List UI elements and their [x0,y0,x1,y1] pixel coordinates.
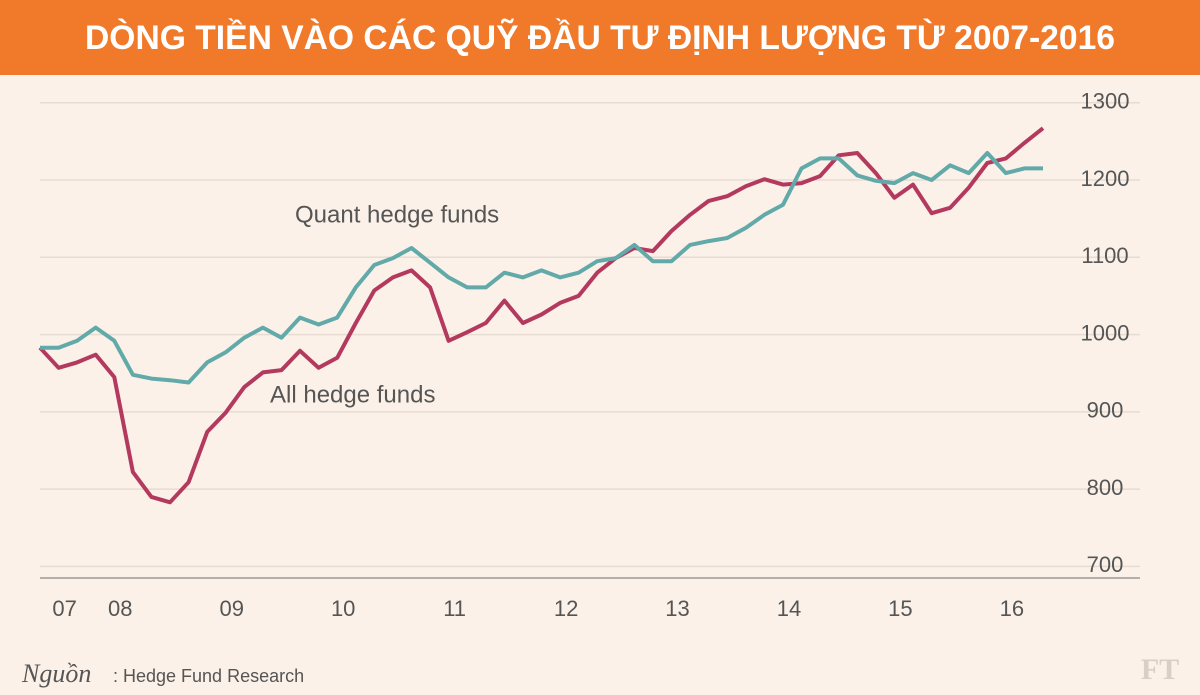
y-tick-label: 700 [1087,552,1124,577]
series-line [38,126,1045,505]
series-label: Quant hedge funds [295,201,499,228]
x-tick-label: 14 [777,596,801,621]
logo: FT [1141,653,1179,686]
x-tick-label: 16 [1000,596,1024,621]
x-tick-label: 09 [219,596,243,621]
title-banner [0,0,1200,75]
x-tick-label: 15 [888,596,912,621]
source: : Hedge Fund Research [113,666,304,686]
y-tick-label: 900 [1087,398,1124,423]
series-label: All hedge funds [270,381,435,408]
x-tick-label: 08 [108,596,132,621]
y-tick-label: 1100 [1081,243,1128,268]
x-tick-label: 12 [554,596,578,621]
x-tick-label: 10 [331,596,355,621]
y-tick-label: 1300 [1081,89,1130,114]
chart-title: DÒNG TIỀN VÀO CÁC QUỸ ĐẦU TƯ ĐỊNH LƯỢNG … [85,19,1115,57]
x-tick-label: 07 [52,596,76,621]
y-tick-label: 1000 [1081,320,1130,345]
source-prefix: Nguồn [21,659,91,688]
x-tick-label: 13 [665,596,689,621]
y-tick-label: 800 [1087,475,1124,500]
series-line [40,151,1043,385]
y-tick-label: 1200 [1081,166,1130,191]
x-tick-label: 11 [443,596,466,621]
